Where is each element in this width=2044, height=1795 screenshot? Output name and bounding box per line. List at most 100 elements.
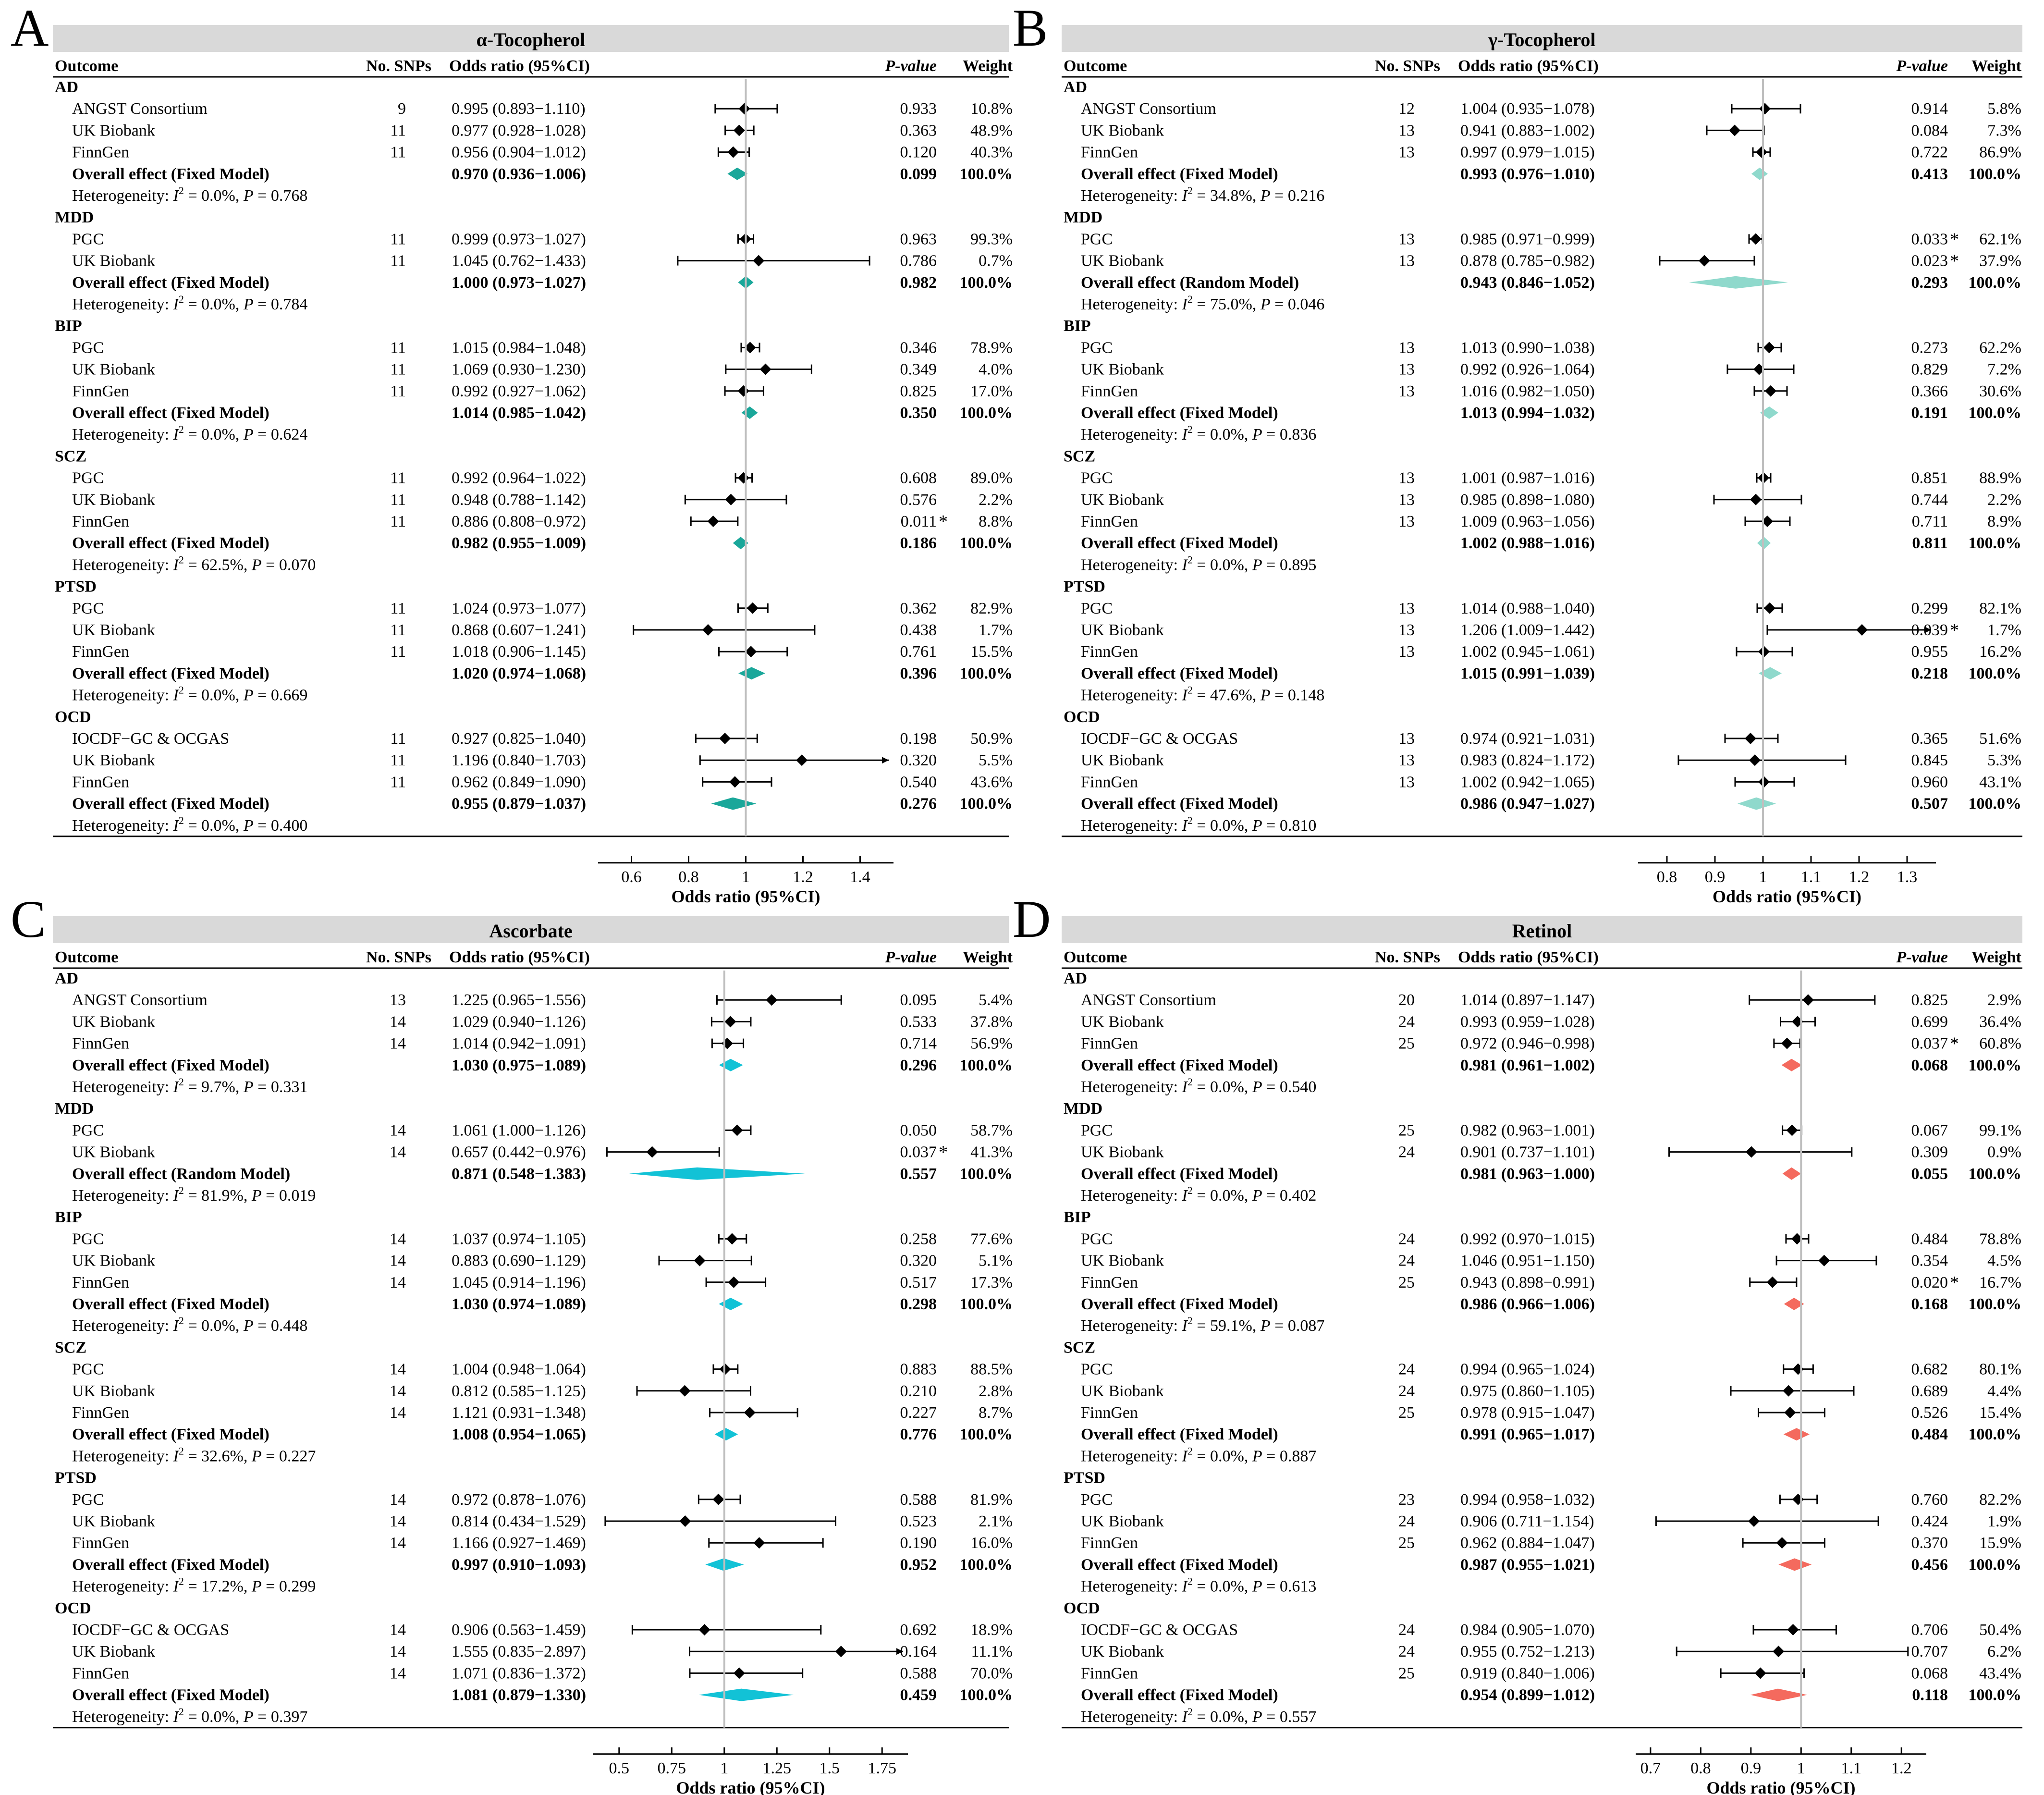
- study-weight: 10.8%: [970, 100, 1013, 118]
- study-name: IOCDF−GC & OCGAS: [1081, 1621, 1238, 1639]
- study-weight: 48.9%: [970, 122, 1013, 139]
- study-snps: 11: [390, 600, 406, 617]
- study-p: 0.484: [1911, 1230, 1948, 1248]
- study-snps: 14: [390, 1534, 406, 1552]
- x-tick-label: 0.7: [1640, 1759, 1661, 1777]
- group-label: OCD: [55, 708, 91, 726]
- study-weight: 4.4%: [1987, 1382, 2021, 1400]
- study-name: FinnGen: [72, 513, 129, 530]
- overall-label: Overall effect (Fixed Model): [1081, 664, 1278, 682]
- study-p: 0.960: [1911, 773, 1948, 791]
- study-name: FinnGen: [72, 643, 129, 661]
- study-p: 0.699: [1911, 1013, 1948, 1031]
- heterogeneity-text: Heterogeneity: I2 = 34.8%, P = 0.216: [1081, 184, 1324, 205]
- study-p: 0.050: [900, 1121, 937, 1139]
- study-p: 0.164: [900, 1643, 937, 1660]
- study-p: 0.706: [1911, 1621, 1948, 1639]
- study-snps: 14: [390, 1274, 406, 1291]
- panel-title: α-Tocopherol: [477, 29, 586, 50]
- study-or: 0.878 (0.785−0.982): [1460, 252, 1595, 270]
- study-name: UK Biobank: [1081, 1643, 1164, 1660]
- study-weight: 50.9%: [970, 730, 1013, 748]
- study-weight: 77.6%: [970, 1230, 1013, 1248]
- overall-label: Overall effect (Fixed Model): [72, 1686, 269, 1704]
- panel-letter: B: [1013, 0, 1048, 57]
- summary-diamond: [1738, 797, 1776, 810]
- study-p: 0.963: [900, 230, 937, 248]
- point-estimate: [753, 1537, 765, 1549]
- x-tick-label: 1: [1797, 1759, 1805, 1777]
- heterogeneity-text: Heterogeneity: I2 = 9.7%, P = 0.331: [72, 1076, 307, 1096]
- study-name: UK Biobank: [1081, 361, 1164, 379]
- overall-or: 0.981 (0.963−1.000): [1460, 1165, 1595, 1183]
- overall-weight: 100.0%: [960, 274, 1013, 292]
- point-estimate: [1773, 1646, 1785, 1658]
- study-or: 0.901 (0.737−1.101): [1460, 1143, 1595, 1161]
- study-name: FinnGen: [1081, 643, 1138, 661]
- panel-letter: A: [11, 0, 49, 57]
- heterogeneity-text: Heterogeneity: I2 = 0.0%, P = 0.836: [1081, 423, 1316, 443]
- study-or: 1.166 (0.927−1.469): [452, 1534, 586, 1552]
- study-name: UK Biobank: [72, 122, 155, 139]
- point-estimate: [1759, 103, 1771, 115]
- point-estimate: [1791, 1233, 1803, 1245]
- study-or: 1.018 (0.906−1.145): [452, 643, 586, 661]
- study-name: UK Biobank: [72, 252, 155, 270]
- col-header-snps: No. SNPs: [1375, 948, 1440, 966]
- study-or: 0.962 (0.884−1.047): [1460, 1534, 1595, 1552]
- heterogeneity-text: Heterogeneity: I2 = 0.0%, P = 0.810: [1081, 814, 1316, 835]
- study-name: UK Biobank: [1081, 1512, 1164, 1530]
- study-p: 0.023: [1911, 252, 1948, 270]
- study-name: PGC: [1081, 1121, 1113, 1139]
- study-weight: 82.2%: [1979, 1491, 2021, 1509]
- group-label: AD: [55, 970, 78, 987]
- x-tick-label: 1.1: [1801, 868, 1822, 886]
- study-snps: 11: [390, 122, 406, 139]
- study-snps: 11: [390, 773, 406, 791]
- study-snps: 12: [1398, 100, 1415, 118]
- study-snps: 14: [390, 1035, 406, 1053]
- study-weight: 88.9%: [1979, 469, 2021, 487]
- study-name: FinnGen: [72, 144, 129, 161]
- study-snps: 24: [1398, 1252, 1415, 1270]
- study-or: 0.972 (0.946−0.998): [1460, 1035, 1595, 1053]
- group-label: BIP: [1064, 317, 1091, 335]
- study-snps: 14: [390, 1361, 406, 1378]
- summary-diamond: [733, 537, 748, 550]
- study-or: 0.972 (0.878−1.076): [452, 1491, 586, 1509]
- study-or: 1.029 (0.940−1.126): [452, 1013, 586, 1031]
- study-snps: 11: [390, 469, 406, 487]
- study-or: 1.016 (0.982−1.050): [1460, 382, 1595, 400]
- study-or: 0.974 (0.921−1.031): [1460, 730, 1595, 748]
- study-name: FinnGen: [72, 1404, 129, 1422]
- heterogeneity-text: Heterogeneity: I2 = 47.6%, P = 0.148: [1081, 684, 1324, 704]
- study-p: 0.363: [900, 122, 937, 139]
- study-name: UK Biobank: [1081, 1143, 1164, 1161]
- group-label: AD: [1064, 78, 1087, 96]
- study-p: 0.190: [900, 1534, 937, 1552]
- study-weight: 70.0%: [970, 1664, 1013, 1682]
- heterogeneity-text: Heterogeneity: I2 = 81.9%, P = 0.019: [72, 1184, 316, 1205]
- overall-label: Overall effect (Fixed Model): [72, 1556, 269, 1574]
- study-snps: 14: [390, 1643, 406, 1660]
- group-label: OCD: [55, 1599, 91, 1617]
- group-label: SCZ: [1064, 1339, 1095, 1356]
- study-or: 1.206 (1.009−1.442): [1460, 621, 1595, 639]
- group-label: PTSD: [55, 578, 97, 596]
- summary-diamond: [1784, 1298, 1804, 1310]
- study-p: 0.588: [900, 1664, 937, 1682]
- study-or: 1.069 (0.930−1.230): [452, 361, 586, 379]
- heterogeneity-text: Heterogeneity: I2 = 0.0%, P = 0.448: [72, 1315, 307, 1335]
- study-p: 0.933: [900, 100, 937, 118]
- study-p: 0.914: [1911, 100, 1948, 118]
- study-p: 0.540: [900, 773, 937, 791]
- overall-or: 1.020 (0.974−1.068): [452, 664, 586, 682]
- study-p: 0.095: [900, 991, 937, 1009]
- overall-or: 0.955 (0.879−1.037): [452, 795, 586, 813]
- study-p: 0.370: [1911, 1534, 1948, 1552]
- study-or: 1.071 (0.836−1.372): [452, 1664, 586, 1682]
- group-label: OCD: [1064, 1599, 1100, 1617]
- study-name: UK Biobank: [72, 361, 155, 379]
- study-weight: 2.9%: [1987, 991, 2021, 1009]
- significance-asterisk: *: [1950, 251, 1959, 271]
